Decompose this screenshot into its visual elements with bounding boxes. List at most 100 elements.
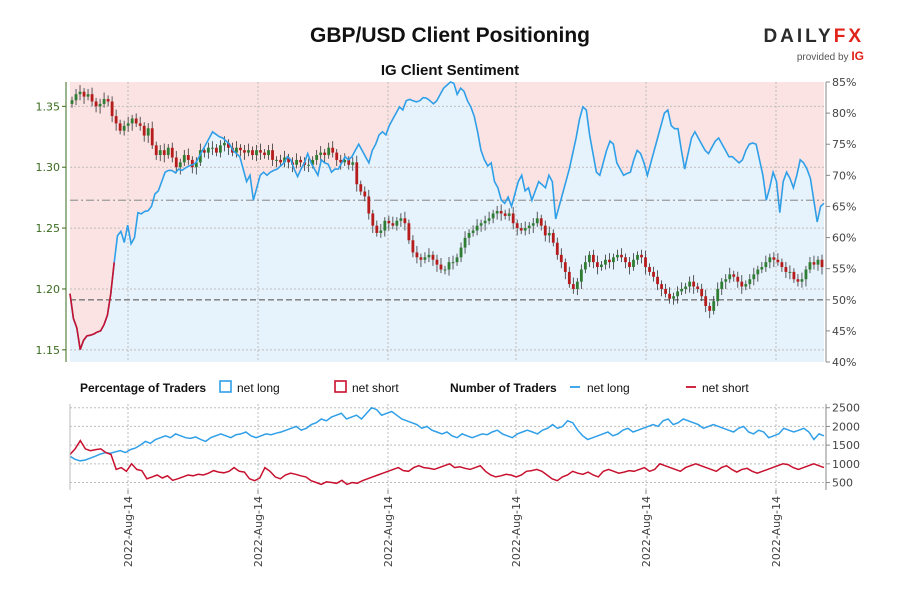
candle-body xyxy=(503,213,507,216)
candle-body xyxy=(583,262,587,270)
dailyfx-logo[interactable]: DAILYFX provided by IG xyxy=(763,26,864,63)
price-candle xyxy=(287,153,290,169)
price-candle xyxy=(267,145,270,160)
price-candle xyxy=(595,255,599,275)
candle-body xyxy=(251,150,254,156)
candle-body xyxy=(70,100,74,104)
candle-body xyxy=(447,262,451,270)
candle-body xyxy=(495,211,499,214)
price-candle xyxy=(359,180,363,196)
candle-body xyxy=(387,220,391,224)
price-candle xyxy=(620,248,623,263)
candle-body xyxy=(636,254,639,260)
candle-body xyxy=(307,164,311,166)
price-candle xyxy=(479,219,483,232)
price-candle xyxy=(511,206,515,230)
candle-body xyxy=(431,254,435,260)
price-candle xyxy=(563,258,567,280)
candle-body xyxy=(676,291,680,297)
price-candle xyxy=(531,218,535,233)
candle-body xyxy=(335,152,339,160)
candle-body xyxy=(363,191,367,197)
price-candle xyxy=(820,254,824,275)
price-candle xyxy=(227,139,230,156)
price-candle xyxy=(407,219,411,244)
price-candle xyxy=(74,89,78,106)
candle-body xyxy=(359,184,363,192)
price-candle xyxy=(295,153,299,169)
net-long-pct-line xyxy=(69,81,825,350)
price-candle xyxy=(724,274,728,289)
percent-tick-label: 85% xyxy=(832,76,856,89)
candle-body xyxy=(547,232,551,236)
candle-body xyxy=(150,128,154,146)
price-candle xyxy=(587,251,591,268)
candle-body xyxy=(202,150,206,153)
candle-body xyxy=(122,125,126,131)
traders-panel: 500 1000 1500 2000 2500 xyxy=(69,402,860,490)
candle-body xyxy=(190,159,194,168)
percent-tick-label: 80% xyxy=(832,107,856,120)
candle-body xyxy=(279,159,282,163)
price-candle xyxy=(656,270,659,291)
percent-tick-label: 40% xyxy=(832,356,856,369)
chart-title: GBP/USD Client Positioning xyxy=(309,24,590,47)
price-candle xyxy=(459,242,463,263)
legend-num-short: net short xyxy=(702,381,749,395)
candle-body xyxy=(624,257,627,263)
candle-body xyxy=(680,288,684,292)
price-candle xyxy=(539,214,543,231)
candle-body xyxy=(692,281,696,287)
price-candle xyxy=(102,92,106,108)
price-candle xyxy=(764,255,768,272)
candle-body xyxy=(355,162,359,185)
price-candle xyxy=(547,226,551,243)
price-candle xyxy=(263,148,266,159)
candle-body xyxy=(483,220,487,224)
candle-body xyxy=(287,157,290,163)
candle-body xyxy=(487,218,491,221)
candle-body xyxy=(632,259,635,268)
traders-tick-label: 1500 xyxy=(832,439,860,452)
candle-body xyxy=(210,147,214,149)
price-candle xyxy=(415,245,419,264)
price-candle xyxy=(788,265,792,280)
price-candle xyxy=(519,222,523,235)
candle-body xyxy=(351,162,355,165)
price-candle xyxy=(158,145,162,162)
price-candle xyxy=(371,209,375,233)
price-candle xyxy=(98,98,102,114)
price-candle xyxy=(636,251,639,265)
candle-body xyxy=(130,118,134,124)
candle-body xyxy=(704,296,708,306)
legend-pct-short-swatch xyxy=(334,380,347,393)
price-candle xyxy=(423,252,427,264)
candle-body xyxy=(142,125,146,136)
price-candle xyxy=(668,287,671,304)
candle-body xyxy=(371,213,375,226)
candle-body xyxy=(94,101,98,107)
candle-body xyxy=(243,150,246,153)
price-candle xyxy=(523,221,527,236)
price-candle xyxy=(427,248,431,263)
candle-body xyxy=(323,152,327,156)
price-candle xyxy=(247,143,250,157)
candle-body xyxy=(138,123,142,126)
price-tick-label: 1.35 xyxy=(36,100,61,113)
candle-body xyxy=(411,240,415,253)
candle-body xyxy=(134,118,138,124)
price-candle xyxy=(543,220,547,242)
price-candle xyxy=(395,217,399,231)
candle-body xyxy=(559,254,563,263)
brand-part2: FX xyxy=(833,26,864,47)
price-candle xyxy=(600,260,603,271)
legend-pct-short: net short xyxy=(352,381,399,395)
percent-tick-label: 70% xyxy=(832,169,856,182)
candle-body xyxy=(379,230,383,233)
candle-body xyxy=(110,101,114,117)
price-candle xyxy=(644,250,647,275)
candle-body xyxy=(595,262,599,268)
brand-part1: DAILY xyxy=(763,26,834,47)
price-candle xyxy=(652,266,655,282)
price-candle xyxy=(812,255,816,270)
